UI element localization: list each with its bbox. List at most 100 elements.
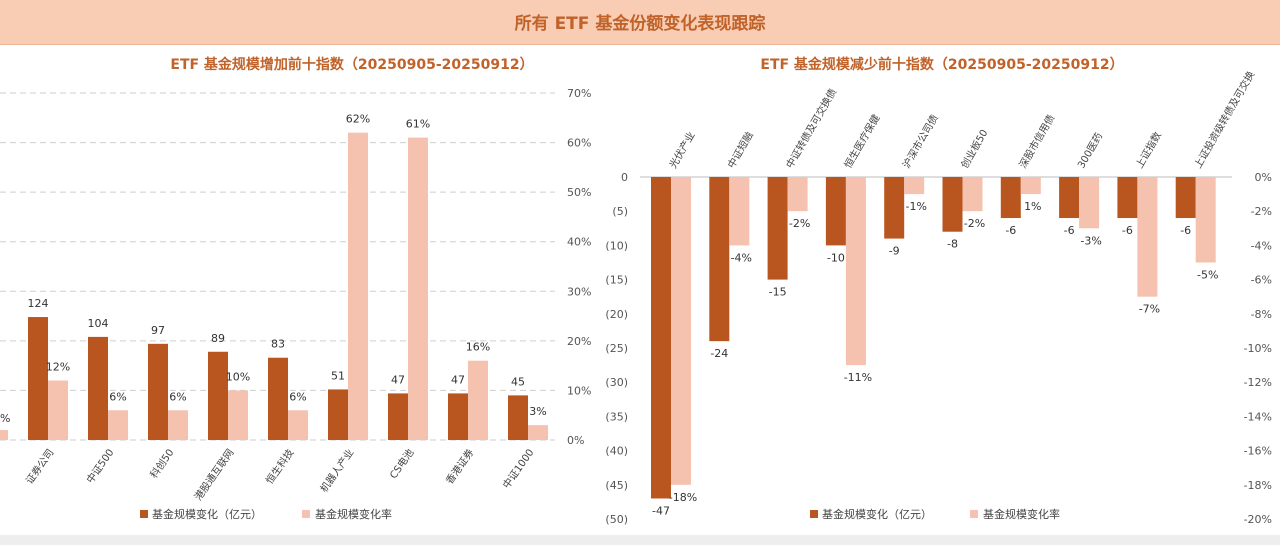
- bar-size-change: [208, 351, 228, 440]
- category-label: 中证500: [83, 446, 116, 485]
- data-label-rate-change: 6%: [169, 390, 186, 403]
- left-axis-tick: 0: [621, 171, 628, 184]
- data-label-size-change: 45: [511, 375, 525, 388]
- category-label: 上证指数: [1133, 129, 1164, 170]
- bar-size-change: [1117, 177, 1138, 219]
- bar-size-change: [1059, 177, 1080, 219]
- bar-size-change: [767, 177, 788, 280]
- category-label: 中证转债及可交换债: [783, 86, 839, 170]
- data-label-rate-change: -4%: [731, 251, 752, 264]
- bar-rate-change: [671, 177, 691, 485]
- right-axis-tick: -14%: [1244, 410, 1272, 423]
- data-label-size-change: -10: [827, 251, 845, 264]
- bar-rate-change: [168, 410, 188, 440]
- left-axis-tick: (10): [605, 239, 628, 252]
- bar-size-change: [1175, 177, 1196, 219]
- category-label: 中证短融: [725, 129, 756, 170]
- data-label-size-change: -8: [947, 238, 958, 251]
- right-axis-tick: 0%: [567, 434, 584, 447]
- bar-rate-change: [348, 132, 368, 440]
- bar-size-change: [1000, 177, 1021, 219]
- bar-size-change: [388, 393, 408, 440]
- left-axis-tick: (30): [605, 376, 628, 389]
- right-axis-tick: 40%: [567, 236, 591, 249]
- legend-swatch-size-change: [810, 510, 818, 518]
- bar-size-change: [508, 395, 528, 440]
- bar-rate-change: [528, 425, 548, 440]
- right-axis-tick: -2%: [1251, 205, 1272, 218]
- data-label-rate-change: -1%: [905, 200, 926, 213]
- right-axis-tick: -4%: [1251, 239, 1272, 252]
- data-label-size-change: -6: [1122, 224, 1133, 237]
- category-label: 证券公司: [23, 446, 57, 486]
- bar-size-change: [448, 393, 468, 440]
- data-label-size-change: -15: [769, 286, 787, 299]
- right-axis-tick: -18%: [1244, 479, 1272, 492]
- bottom-scroll-strip: [0, 535, 1280, 545]
- data-label-size-change: 89: [211, 332, 225, 345]
- data-label-rate-change: -2%: [964, 217, 985, 230]
- right-axis-tick: -10%: [1244, 342, 1272, 355]
- data-label-size-change: 51: [331, 369, 345, 382]
- bar-rate-change: [1195, 177, 1216, 263]
- legend-swatch-rate-change: [970, 510, 978, 518]
- data-label-size-change: 124: [28, 297, 49, 310]
- left-axis-tick: (20): [605, 308, 628, 321]
- data-label-rate-change: 3%: [529, 405, 546, 418]
- data-label-size-change: -6: [1180, 224, 1191, 237]
- page-title: 所有 ETF 基金份额变化表现跟踪: [514, 14, 766, 34]
- data-label-size-change: -6: [1005, 224, 1016, 237]
- bar-size-change: [148, 343, 168, 440]
- legend-swatch-rate-change: [302, 510, 310, 518]
- bar-rate-change: [845, 177, 866, 366]
- category-label: 香港证券: [443, 446, 477, 486]
- right-axis-tick: -8%: [1251, 308, 1272, 321]
- decrease-chart: ETF 基金规模减少前十指数（20250905-20250912） 0 (5) (10…: [605, 56, 1272, 526]
- bar-size-change: [884, 177, 905, 239]
- legend-label-rate-change: 基金规模变化率: [315, 507, 392, 521]
- data-label-rate-change: -7%: [1139, 303, 1160, 316]
- title-banner: 所有 ETF 基金份额变化表现跟踪: [0, 0, 1280, 45]
- legend-swatch-size-change: [140, 510, 148, 518]
- category-label: 科创50: [147, 446, 176, 480]
- bar-rate-change: [48, 380, 68, 440]
- data-label-size-change: 104: [88, 317, 109, 330]
- bar-size-change: [328, 389, 348, 440]
- data-label-size-change: -9: [889, 245, 900, 258]
- increase-chart: ETF 基金规模增加前十指数（20250905-20250912） 0% 10% 20…: [0, 56, 591, 521]
- data-label-rate-change: -18%: [669, 491, 697, 504]
- right-axis-tick: 10%: [567, 384, 591, 397]
- bar-rate-change: [962, 177, 983, 212]
- bar-rate-change: [1079, 177, 1100, 229]
- category-label: 港股通互联网: [192, 447, 236, 503]
- category-label: 中证1000: [500, 446, 537, 491]
- bar-rate-change: [1137, 177, 1158, 297]
- category-label: 恒生医疗保健: [841, 112, 882, 170]
- left-axis-tick: (25): [605, 342, 628, 355]
- data-label-size-change: -24: [710, 347, 728, 360]
- category-label: 机器人产业: [317, 446, 356, 494]
- bar-size-change: [709, 177, 730, 342]
- right-axis-tick: -6%: [1251, 274, 1272, 287]
- data-label-size-change: 83: [271, 338, 285, 351]
- bar-rate-cropped: [0, 430, 8, 440]
- data-label-rate-change: 6%: [109, 390, 126, 403]
- left-axis-tick: (5): [612, 205, 628, 218]
- data-label-rate-change: 62%: [346, 113, 370, 126]
- chart-1-title: ETF 基金规模增加前十指数（20250905-20250912）: [170, 56, 533, 73]
- bar-rate-change: [108, 410, 128, 440]
- category-label: 上证投资级转债及可交换: [1191, 69, 1257, 171]
- category-label: 光伏产业: [666, 129, 697, 170]
- data-label-size-change: -47: [652, 504, 670, 517]
- bar-size-change: [28, 317, 48, 440]
- chart-2-title: ETF 基金规模减少前十指数（20250905-20250912）: [760, 56, 1123, 73]
- bar-size-change: [942, 177, 963, 232]
- right-axis-tick: -20%: [1244, 513, 1272, 526]
- data-label-rate-change: -3%: [1080, 234, 1101, 247]
- left-axis-tick: (45): [605, 479, 628, 492]
- data-label-rate-change: -11%: [844, 371, 872, 384]
- right-axis-tick: 60%: [567, 137, 591, 150]
- bar-size-change: [268, 357, 288, 440]
- data-label-rate-change: 10%: [226, 370, 250, 383]
- bar-rate-change: [228, 390, 248, 440]
